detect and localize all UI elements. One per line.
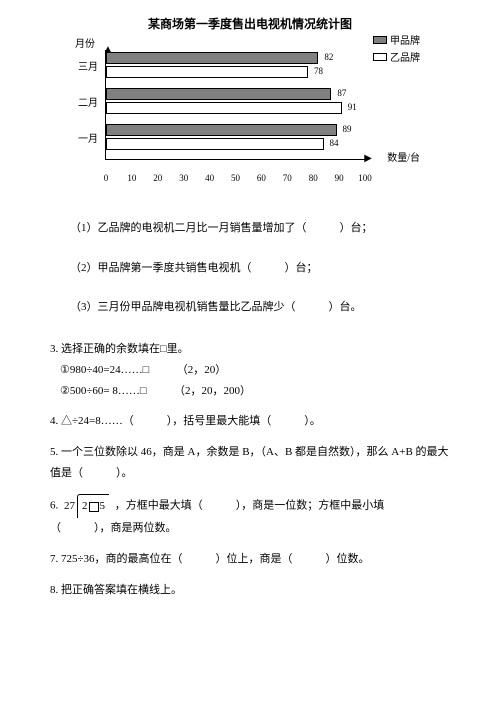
q3: （3）三月份甲品牌电视机销售量比乙品牌少（ ）台。 (70, 299, 450, 317)
s3-item-1: ①980÷40=24……□ （2，20） (60, 360, 450, 381)
legend-swatch-a (373, 36, 387, 44)
s3-item-2: ②500÷60= 8……□ （2，20，200） (60, 381, 450, 402)
bar-feb-a: 87 (106, 88, 331, 100)
ld-divisor: 27 (64, 496, 75, 517)
legend-item-a: 甲品牌 (373, 32, 420, 47)
bar-feb-b: 91 (106, 102, 342, 114)
legend-label-a: 甲品牌 (390, 32, 420, 47)
bar-jan-a: 89 (106, 124, 337, 136)
s6-c: （ ），商是两位数。 (50, 518, 450, 539)
blank-square-icon (89, 502, 99, 512)
x-axis-label: 数量/台 (387, 149, 420, 164)
legend: 甲品牌 乙品牌 (373, 32, 420, 66)
x-arrow-icon: ▶ (364, 153, 372, 164)
chart-title: 某商场第一季度售出电视机情况统计图 (50, 15, 450, 32)
legend-label-b: 乙品牌 (390, 49, 420, 64)
section-7: 7. 725÷36，商的最高位在（ ）位上，商是（ ）位数。 (50, 549, 450, 570)
ld-dividend: 25 (77, 494, 109, 518)
month-mar: 三月 (78, 58, 98, 73)
section-8: 8. 把正确答案填在横线上。 (50, 580, 450, 601)
bar-mar-a: 82 (106, 52, 318, 64)
section-3: 3. 选择正确的余数填在□里。 ①980÷40=24……□ （2，20） ②50… (50, 339, 450, 402)
y-axis-label: 月份 (75, 35, 95, 50)
bar-mar-b: 78 (106, 66, 308, 78)
section-5: 5. 一个三位数除以 46，商是 A，余数是 B，（A、B 都是自然数），那么 … (50, 442, 450, 484)
s6-b: ，方框中最大填（ ），商是一位数；方框中最小填 (115, 500, 385, 512)
section-6: 6. 2725 ，方框中最大填（ ），商是一位数；方框中最小填 （ ），商是两位… (50, 494, 450, 539)
bar-jan-b: 84 (106, 138, 324, 150)
q1: （1）乙品牌的电视机二月比一月销售量增加了（ ）台； (70, 220, 450, 238)
chart-section: 某商场第一季度售出电视机情况统计图 月份 甲品牌 乙品牌 ▲ ▶ 三月 82 7… (50, 15, 450, 190)
bar-chart: 月份 甲品牌 乙品牌 ▲ ▶ 三月 82 78 二月 87 91 一月 89 8… (70, 40, 420, 190)
s6-a: 6. (50, 500, 61, 512)
s3-title: 3. 选择正确的余数填在□里。 (50, 339, 450, 360)
long-division: 2725 (64, 494, 109, 518)
legend-swatch-b (373, 53, 387, 61)
section-4: 4. △÷24=8……（ ），括号里最大能填（ ）。 (50, 411, 450, 432)
month-jan: 一月 (78, 130, 98, 145)
plot-area: ▲ ▶ 三月 82 78 二月 87 91 一月 89 84 0 10 20 3… (105, 50, 365, 160)
legend-item-b: 乙品牌 (373, 49, 420, 64)
q2: （2）甲品牌第一季度共销售电视机（ ）台； (70, 260, 450, 278)
chart-questions: （1）乙品牌的电视机二月比一月销售量增加了（ ）台； （2）甲品牌第一季度共销售… (70, 220, 450, 317)
month-feb: 二月 (78, 94, 98, 109)
